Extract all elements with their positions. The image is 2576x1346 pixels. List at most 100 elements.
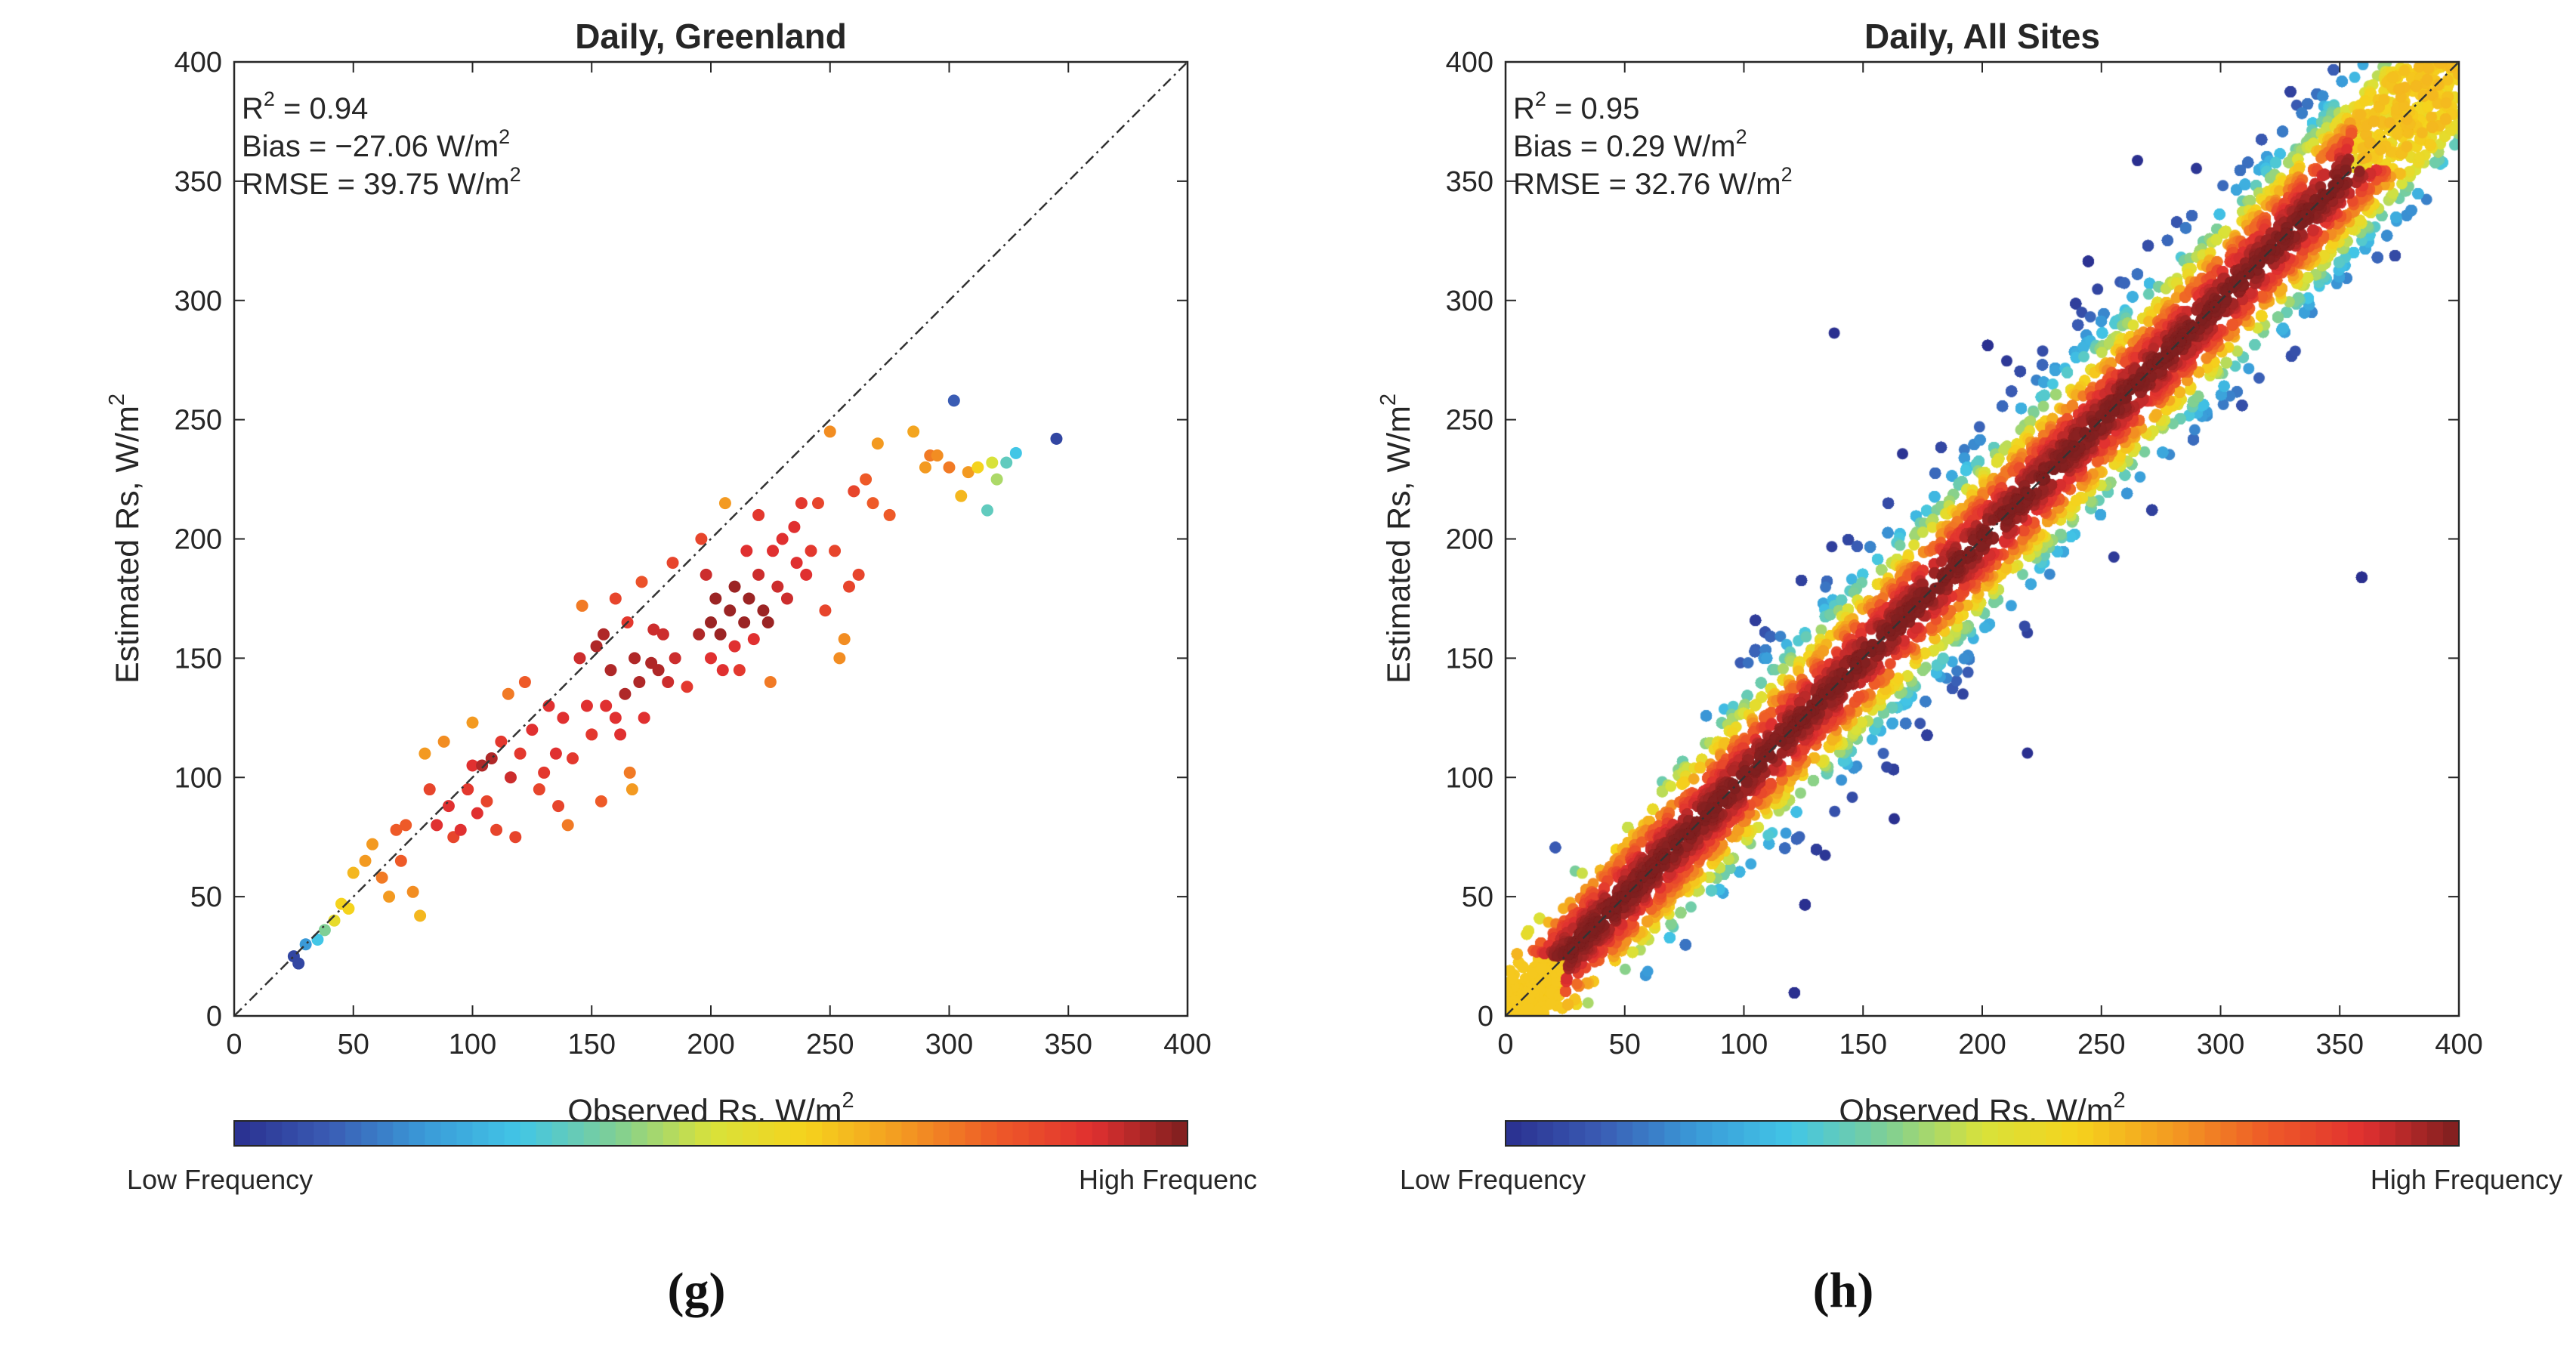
x-tick-label: 250 [806, 1029, 854, 1060]
colorbar-segment [2442, 1121, 2460, 1146]
r2-stat: R2 = 0.94 [242, 88, 368, 125]
colorbar-segment [1521, 1121, 1538, 1146]
colorbar-segment [377, 1121, 394, 1146]
colorbar-segment [1744, 1121, 1761, 1146]
colorbar-low-label: Low Frequency [1400, 1164, 1586, 1195]
colorbar-segment [1012, 1121, 1030, 1146]
data-point [625, 783, 638, 796]
colorbar-segment [440, 1121, 458, 1146]
colorbar-segment [2125, 1121, 2142, 1146]
colorbar-segment [2395, 1121, 2412, 1146]
colorbar-frame [1505, 1120, 2460, 1147]
colorbar-segment [2411, 1121, 2428, 1146]
data-point [526, 724, 539, 736]
colorbar-segment [599, 1121, 616, 1146]
data-point [955, 489, 968, 502]
y-tick-label: 350 [175, 166, 222, 198]
colorbar-low-label: Low Frequency [127, 1164, 313, 1195]
x-tick-label: 0 [226, 1029, 242, 1060]
axis-ticks: 00 50 50 100 100 150 150 200 200 250 250 300 300 350 3… [1446, 47, 2483, 1060]
data-point [752, 568, 765, 581]
data-point [795, 497, 808, 510]
colorbar-segment [409, 1121, 426, 1146]
x-tick-label: 300 [925, 1029, 973, 1060]
data-point [633, 675, 646, 688]
data-point [619, 687, 632, 700]
data-point [502, 687, 514, 700]
data-point [614, 728, 627, 741]
data-point [400, 819, 412, 832]
data-point [647, 623, 660, 636]
colorbar-segment [1664, 1121, 1682, 1146]
y-tick-label: 200 [175, 524, 222, 556]
colorbar-segment [1044, 1121, 1061, 1146]
data-point [669, 652, 681, 665]
data-point [576, 599, 588, 612]
y-tick-label: 50 [1462, 881, 1493, 913]
data-point [738, 616, 751, 629]
r2-stat: R2 = 0.95 [1513, 88, 1639, 125]
data-point [390, 823, 403, 836]
data-point [740, 545, 753, 557]
x-tick-label: 0 [1497, 1029, 1513, 1060]
data-point [907, 425, 920, 438]
data-point [728, 640, 741, 653]
colorbar-segment [2109, 1121, 2127, 1146]
data-point [552, 800, 565, 813]
identity-line [233, 61, 1188, 1017]
data-point [705, 652, 717, 665]
colorbar-segment [1632, 1121, 1650, 1146]
colorbar-segment [1759, 1121, 1777, 1146]
scatter-points [287, 394, 1063, 970]
colorbar-segment [2268, 1121, 2285, 1146]
data-point [695, 533, 708, 545]
colorbar-segment [2141, 1121, 2158, 1146]
data-point [490, 823, 503, 836]
data-point [716, 664, 729, 677]
data-point [943, 461, 956, 474]
colorbar-segment [1092, 1121, 1109, 1146]
colorbar-segment [1902, 1121, 1920, 1146]
x-tick-label: 400 [1163, 1029, 1211, 1060]
colorbar-segment [694, 1121, 712, 1146]
data-point [394, 854, 407, 867]
data-point [476, 759, 489, 772]
stats-box: R2 = 0.94 Bias = −27.06 W/m2 RMSE = 39.7… [242, 88, 521, 201]
colorbar-segment [1601, 1121, 1618, 1146]
data-point [757, 604, 770, 617]
colorbar-segment [1569, 1121, 1586, 1146]
data-point [573, 652, 586, 665]
colorbar-segment [1823, 1121, 1840, 1146]
data-point [414, 909, 427, 922]
colorbar-segment [2077, 1121, 2095, 1146]
data-point [347, 866, 360, 879]
colorbar-segment [1107, 1121, 1125, 1146]
y-tick-label: 250 [1446, 405, 1493, 437]
colorbar-segment [2236, 1121, 2253, 1146]
colorbar-segment [425, 1121, 442, 1146]
colorbar-segment [2030, 1121, 2046, 1146]
colorbar-segment [1139, 1121, 1157, 1146]
colorbar-segment [2062, 1121, 2078, 1146]
y-tick-label: 400 [1446, 47, 1493, 79]
data-point [666, 557, 679, 570]
data-point [805, 545, 817, 557]
colorbar-high-label: High Frequency [2371, 1164, 2562, 1195]
y-tick-label: 150 [175, 643, 222, 675]
colorbar-segment [234, 1121, 251, 1146]
y-tick-label: 100 [175, 762, 222, 794]
colorbar-segment [1870, 1121, 1888, 1146]
data-point [359, 854, 372, 867]
data-point [604, 664, 617, 677]
data-point [767, 545, 780, 557]
colorbar-segment [663, 1121, 680, 1146]
x-tick-label: 100 [1720, 1029, 1768, 1060]
colorbar-segment [2173, 1121, 2190, 1146]
data-point [623, 766, 636, 779]
data-point [480, 795, 493, 807]
colorbar-segment [2300, 1121, 2317, 1146]
data-point [1050, 432, 1063, 445]
colorbar-frame [233, 1120, 1188, 1147]
colorbar-segment [567, 1121, 585, 1146]
data-point [590, 640, 603, 653]
